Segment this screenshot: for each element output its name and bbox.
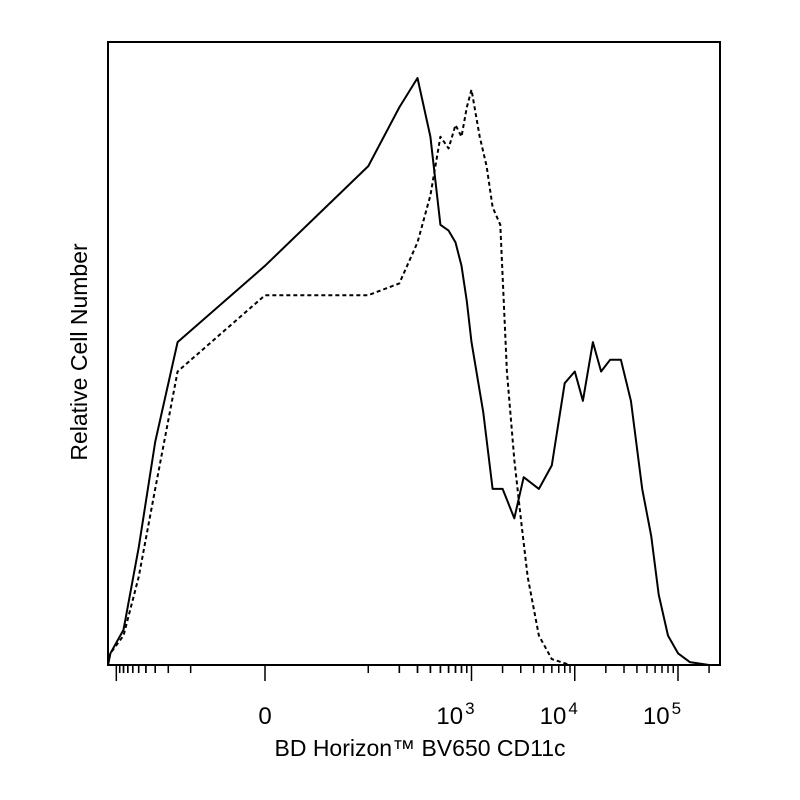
x-tick-label: 10 5 <box>643 699 681 730</box>
x-tick-label: 10 4 <box>540 699 578 730</box>
histogram-series <box>107 77 710 666</box>
y-axis-title: Relative Cell Number <box>66 243 92 461</box>
series-dashed-line <box>107 88 710 666</box>
x-axis-tick-labels: 0 10 3 10 4 10 5 <box>258 699 681 730</box>
x-tick-label: 0 <box>258 703 271 730</box>
x-axis-title: BD Horizon™ BV650 CD11c <box>274 735 565 761</box>
plot-frame <box>107 41 721 666</box>
x-axis-ticks <box>115 665 710 681</box>
x-tick-label: 10 3 <box>436 699 474 730</box>
series-solid-line <box>107 77 710 666</box>
